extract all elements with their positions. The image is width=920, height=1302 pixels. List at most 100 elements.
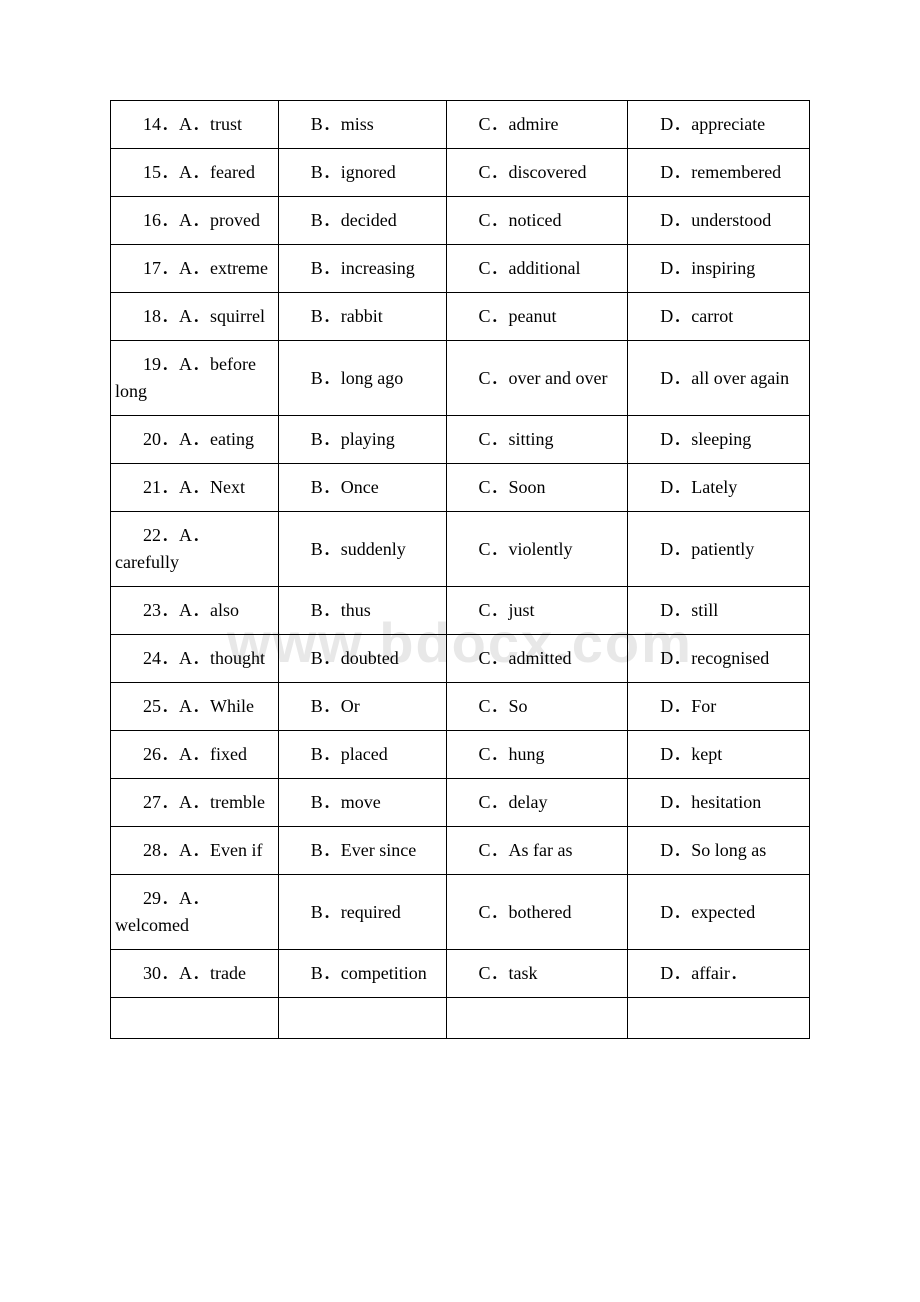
table-row: 23．A．alsoB．thusC．justD．still	[111, 587, 810, 635]
option-a-text: 27．A．tremble	[115, 789, 274, 816]
option-c-cell: C．hung	[446, 731, 628, 779]
option-b-cell: B．thus	[278, 587, 446, 635]
option-a-cell: 19．A．before long	[111, 341, 279, 416]
option-a-text: 21．A．Next	[115, 474, 274, 501]
table-row: 21．A．Next B．Once C．SoonD．Lately	[111, 464, 810, 512]
option-b-text: B．miss	[283, 111, 442, 138]
option-c-cell: C．bothered	[446, 875, 628, 950]
option-b-cell: B．decided	[278, 197, 446, 245]
empty-cell	[111, 998, 279, 1039]
option-d-text: D．patiently	[632, 536, 805, 563]
option-c-cell: C．violently	[446, 512, 628, 587]
option-b-cell: B．competition	[278, 950, 446, 998]
option-b-cell: B．miss	[278, 101, 446, 149]
option-d-cell: D．For	[628, 683, 810, 731]
option-b-text: B．placed	[283, 741, 442, 768]
option-c-cell: C．noticed	[446, 197, 628, 245]
option-b-cell: B．rabbit	[278, 293, 446, 341]
option-d-cell: D．carrot	[628, 293, 810, 341]
option-a-cell: 28．A．Even if	[111, 827, 279, 875]
option-b-cell: B．ignored	[278, 149, 446, 197]
option-c-cell: C．Soon	[446, 464, 628, 512]
option-c-cell: C．delay	[446, 779, 628, 827]
option-b-cell: B．move	[278, 779, 446, 827]
option-d-cell: D．So long as	[628, 827, 810, 875]
option-c-text: C．peanut	[451, 303, 624, 330]
table-row: 17．A．extreme B．increasing C．additional D．in…	[111, 245, 810, 293]
option-a-text: 19．A．before long	[115, 351, 274, 405]
option-c-text: C．admitted	[451, 645, 624, 672]
option-d-cell: D．Lately	[628, 464, 810, 512]
option-a-text: 29．A．welcomed	[115, 885, 274, 939]
option-d-cell: D．kept	[628, 731, 810, 779]
option-d-text: D．remembered	[632, 159, 805, 186]
option-b-cell: B．increasing	[278, 245, 446, 293]
option-b-text: B．Once	[283, 474, 442, 501]
option-b-text: B．increasing	[283, 255, 442, 282]
table-row: 24．A．thoughtB．doubtedC．admitted D．recogni…	[111, 635, 810, 683]
option-d-cell: D．hesitation	[628, 779, 810, 827]
option-a-text: 28．A．Even if	[115, 837, 274, 864]
option-c-text: C．violently	[451, 536, 624, 563]
empty-cell	[278, 998, 446, 1039]
option-c-text: C．additional	[451, 255, 624, 282]
answer-table: 14．A．trustB．missC．admireD．appreciate15．A…	[110, 100, 810, 1039]
option-b-text: B．Ever since	[283, 837, 442, 864]
table-row: 29．A．welcomed B．required C．bothered D．expec…	[111, 875, 810, 950]
option-b-text: B．rabbit	[283, 303, 442, 330]
option-c-text: C．As far as	[451, 837, 624, 864]
option-a-cell: 16．A．proved	[111, 197, 279, 245]
option-b-cell: B．suddenly	[278, 512, 446, 587]
page-container: www.bdocx.com 14．A．trustB．missC．admireD．…	[0, 0, 920, 1139]
option-d-cell: D．still	[628, 587, 810, 635]
option-d-text: D．understood	[632, 207, 805, 234]
option-d-text: D．For	[632, 693, 805, 720]
option-c-cell: C．admire	[446, 101, 628, 149]
option-d-cell: D．remembered	[628, 149, 810, 197]
option-d-text: D．recognised	[632, 645, 805, 672]
option-b-text: B．decided	[283, 207, 442, 234]
option-c-text: C．task	[451, 960, 624, 987]
option-b-cell: B．doubted	[278, 635, 446, 683]
table-row: 18．A．squirrelB．rabbit C．peanut D．carrot	[111, 293, 810, 341]
option-a-cell: 17．A．extreme	[111, 245, 279, 293]
option-c-cell: C．admitted	[446, 635, 628, 683]
option-a-cell: 14．A．trust	[111, 101, 279, 149]
option-c-text: C．hung	[451, 741, 624, 768]
option-d-text: D．inspiring	[632, 255, 805, 282]
option-c-cell: C．As far as	[446, 827, 628, 875]
option-b-cell: B．placed	[278, 731, 446, 779]
option-d-text: D．carrot	[632, 303, 805, 330]
option-a-cell: 18．A．squirrel	[111, 293, 279, 341]
option-a-cell: 30．A．trade	[111, 950, 279, 998]
option-c-cell: C．peanut	[446, 293, 628, 341]
option-d-text: D．expected	[632, 899, 805, 926]
option-b-text: B．Or	[283, 693, 442, 720]
option-b-text: B．required	[283, 899, 442, 926]
option-c-cell: C．task	[446, 950, 628, 998]
option-b-text: B．suddenly	[283, 536, 442, 563]
option-a-cell: 23．A．also	[111, 587, 279, 635]
table-row: 26．A．fixedB．placedC．hungD．kept	[111, 731, 810, 779]
table-row: 15．A．fearedB．ignoredC．discoveredD．rememb…	[111, 149, 810, 197]
option-c-text: C．Soon	[451, 474, 624, 501]
option-a-cell: 29．A．welcomed	[111, 875, 279, 950]
option-c-cell: C．So	[446, 683, 628, 731]
option-a-cell: 24．A．thought	[111, 635, 279, 683]
option-b-cell: B．playing	[278, 416, 446, 464]
option-c-cell: C．just	[446, 587, 628, 635]
option-b-text: B．competition	[283, 960, 442, 987]
option-a-text: 15．A．feared	[115, 159, 274, 186]
table-row: 14．A．trustB．missC．admireD．appreciate	[111, 101, 810, 149]
table-row: 16．A．provedB．decidedC．noticedD．understoo…	[111, 197, 810, 245]
option-c-cell: C．discovered	[446, 149, 628, 197]
option-a-text: 17．A．extreme	[115, 255, 274, 282]
option-c-text: C．bothered	[451, 899, 624, 926]
option-c-cell: C．over and over	[446, 341, 628, 416]
option-b-text: B．long ago	[283, 365, 442, 392]
table-row: 30．A．tradeB．competitionC．taskD．affair．	[111, 950, 810, 998]
option-d-cell: D．understood	[628, 197, 810, 245]
option-c-text: C．just	[451, 597, 624, 624]
option-d-text: D．all over again	[632, 365, 805, 392]
option-a-cell: 21．A．Next	[111, 464, 279, 512]
